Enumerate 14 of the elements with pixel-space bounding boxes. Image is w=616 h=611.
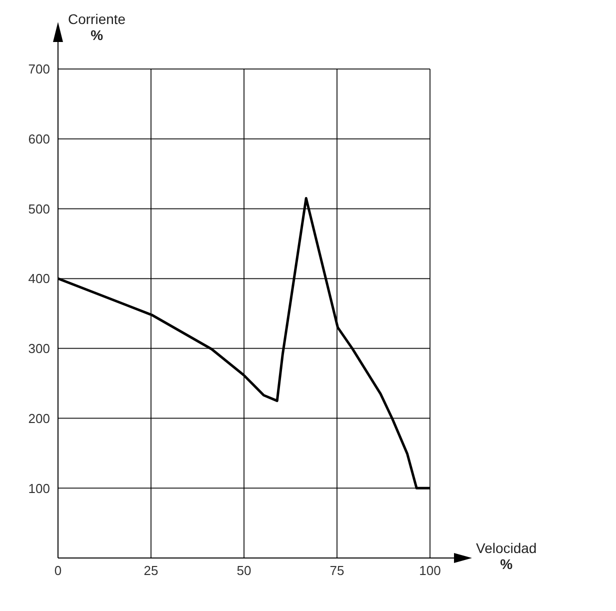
x-tick-label: 25 bbox=[144, 563, 158, 578]
y-tick-label: 700 bbox=[28, 62, 50, 77]
y-axis-title: Corriente % bbox=[68, 11, 126, 43]
x-axis-title: Velocidad % bbox=[476, 540, 537, 572]
x-tick-label: 100 bbox=[419, 563, 441, 578]
y-tick-label: 600 bbox=[28, 131, 50, 146]
y-tick-label: 500 bbox=[28, 201, 50, 216]
y-tick-label: 200 bbox=[28, 410, 50, 426]
x-tick-label: 75 bbox=[330, 563, 344, 578]
x-tick-label: 0 bbox=[54, 563, 62, 578]
y-tick-label: 300 bbox=[28, 341, 50, 356]
y-tick-label: 400 bbox=[28, 271, 50, 286]
x-tick-label: 50 bbox=[236, 563, 252, 578]
y-tick-label: 100 bbox=[28, 480, 50, 496]
